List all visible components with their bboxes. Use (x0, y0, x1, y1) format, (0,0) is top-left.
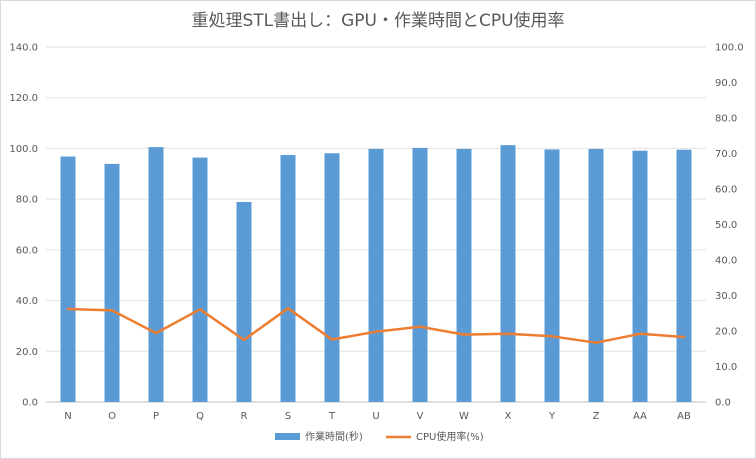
chart-title: 重処理STL書出し：GPU・作業時間とCPU使用率 (191, 10, 564, 31)
bar (500, 145, 516, 402)
x-axis-tick-label: N (64, 411, 71, 422)
right-axis-ticks: 0.0 10.0 20.0 30.0 40.0 50.0 60.0 70.0 80.0 90.0 1… (715, 43, 744, 409)
right-axis-tick-label: 90.0 (715, 78, 737, 89)
x-axis-tick-label: P (153, 411, 159, 422)
bar (632, 150, 648, 402)
left-axis-tick-label: 60.0 (16, 245, 38, 256)
line-series (66, 307, 686, 344)
bar (324, 153, 340, 402)
right-axis-tick-label: 100.0 (715, 43, 744, 54)
legend: 作業時間(秒) CPU使用率(%) (275, 430, 484, 443)
left-axis-tick-label: 100.0 (9, 144, 38, 155)
bar (280, 155, 296, 402)
x-axis-tick-label: AA (633, 411, 647, 422)
bar (412, 147, 428, 402)
x-axis-ticks: N O P Q R S T U V W X Y Z AA AB (64, 411, 691, 422)
right-axis-tick-label: 20.0 (715, 327, 737, 338)
right-axis-tick-label: 50.0 (715, 220, 737, 231)
x-axis-tick-label: V (417, 411, 424, 422)
x-axis-tick-label: W (459, 411, 469, 422)
left-axis-ticks: 0.0 20.0 40.0 60.0 80.0 100.0 120.0 140.0 (9, 43, 38, 409)
x-axis-tick-label: S (285, 411, 291, 422)
right-axis-tick-label: 70.0 (715, 149, 737, 160)
legend-label-line: CPU使用率(%) (416, 430, 484, 443)
x-axis-tick-label: X (505, 411, 512, 422)
bar (104, 163, 120, 402)
x-axis-tick-label: Y (548, 411, 556, 422)
bar (544, 149, 560, 402)
x-axis-tick-label: Z (593, 411, 600, 422)
bar (456, 148, 472, 402)
bar (236, 201, 252, 402)
bar (588, 148, 604, 402)
x-axis-tick-label: R (241, 411, 248, 422)
bar (60, 156, 76, 402)
left-axis-tick-label: 20.0 (16, 347, 38, 358)
right-axis-tick-label: 80.0 (715, 114, 737, 125)
left-axis-tick-label: 0.0 (22, 398, 38, 409)
right-axis-tick-label: 60.0 (715, 185, 737, 196)
x-axis-tick-label: AB (677, 411, 691, 422)
right-axis-tick-label: 0.0 (715, 398, 731, 409)
right-axis-tick-label: 30.0 (715, 291, 737, 302)
right-axis-tick-label: 10.0 (715, 362, 737, 373)
bar (368, 148, 384, 402)
right-axis-tick-label: 40.0 (715, 256, 737, 267)
left-axis-tick-label: 140.0 (9, 43, 38, 54)
x-axis-tick-label: Q (196, 411, 204, 422)
left-axis-tick-label: 120.0 (9, 93, 38, 104)
bar-series (60, 145, 692, 402)
legend-swatch-bar (275, 433, 300, 440)
x-axis-tick-label: O (108, 411, 116, 422)
bar (192, 157, 208, 402)
x-axis-tick-label: U (372, 411, 379, 422)
bar (148, 147, 164, 402)
bar (676, 149, 692, 402)
legend-label-bar: 作業時間(秒) (305, 430, 363, 443)
series-line (66, 307, 686, 344)
x-axis-tick-label: T (328, 411, 336, 422)
left-axis-tick-label: 40.0 (16, 296, 38, 307)
left-axis-tick-label: 80.0 (16, 195, 38, 206)
